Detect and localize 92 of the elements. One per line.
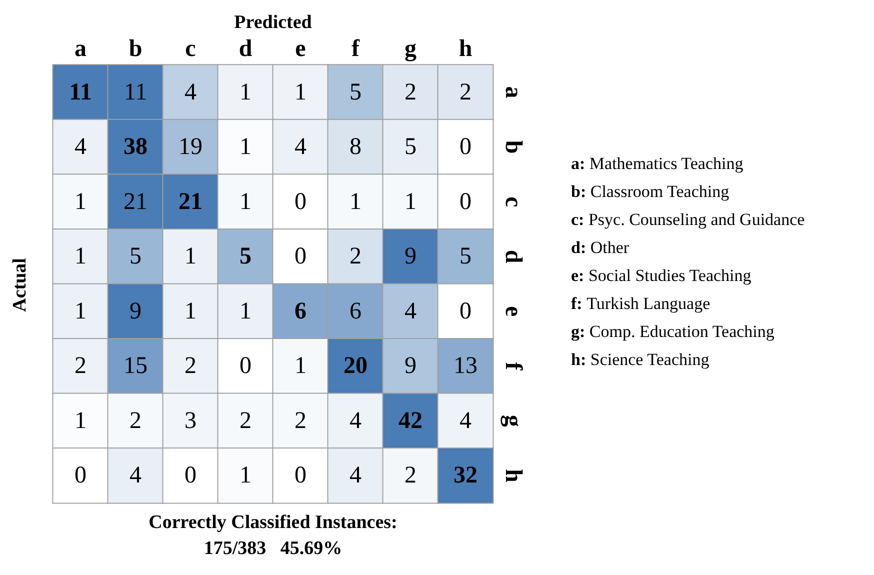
- data-label: 32: [454, 462, 478, 489]
- data-label: 15: [124, 353, 148, 380]
- x-tick-label: c: [185, 36, 196, 62]
- data-label: 4: [404, 298, 416, 324]
- data-label: 21: [124, 188, 148, 215]
- data-label: 2: [184, 353, 196, 380]
- text: 175/383 45.69%: [204, 538, 342, 559]
- data-label: 5: [404, 134, 416, 160]
- data-label: 6: [350, 298, 362, 324]
- data-label: 21: [178, 188, 202, 215]
- data-label: 1: [74, 408, 86, 434]
- data-label: 9: [130, 298, 142, 324]
- data-label: 5: [350, 79, 362, 106]
- x-tick-label: d: [238, 36, 253, 62]
- data-label: 1: [240, 298, 252, 324]
- data-label: 4: [294, 134, 306, 160]
- text: e: Social Studies Teaching: [571, 266, 752, 285]
- y-tick-label: g: [500, 414, 526, 427]
- data-label: 8: [350, 134, 362, 160]
- data-label: 2: [74, 353, 86, 380]
- text: f: Turkish Language: [571, 294, 710, 313]
- data-label: 9: [404, 353, 416, 380]
- text: Correctly Classified Instances:: [148, 512, 398, 533]
- x-tick-label: h: [458, 36, 472, 62]
- data-label: 20: [344, 353, 368, 380]
- data-label: 2: [130, 408, 142, 434]
- x-tick-label: f: [352, 36, 360, 62]
- data-label: 1: [74, 244, 86, 270]
- data-label: 5: [460, 244, 472, 270]
- data-label: 0: [294, 244, 306, 270]
- data-label: 1: [184, 298, 196, 324]
- data-label: 6: [294, 298, 306, 324]
- data-label: 0: [460, 188, 472, 215]
- text: h: Science Teaching: [571, 350, 710, 369]
- text: d: Other: [571, 238, 630, 257]
- data-label: 2: [350, 244, 362, 270]
- data-label: 19: [178, 134, 202, 160]
- data-label: 1: [240, 188, 252, 215]
- x-tick-label: a: [74, 36, 86, 62]
- data-label: 5: [130, 244, 142, 270]
- data-label: 38: [124, 134, 148, 160]
- data-label: 13: [454, 353, 478, 380]
- data-label: 0: [460, 134, 472, 160]
- data-label: 0: [184, 462, 196, 489]
- data-label: 1: [74, 188, 86, 215]
- data-label: 11: [124, 79, 148, 106]
- data-label: 2: [294, 408, 306, 434]
- data-label: 1: [184, 244, 196, 270]
- y-tick-label: f: [500, 362, 526, 372]
- x-tick-label: e: [295, 36, 306, 62]
- y-tick-label: a: [500, 86, 526, 98]
- data-label: 0: [294, 188, 306, 215]
- data-label: 0: [74, 462, 86, 489]
- data-label: 1: [404, 188, 416, 215]
- x-tick-label: g: [404, 36, 416, 62]
- data-label: 1: [240, 79, 252, 106]
- data-label: 2: [240, 408, 252, 434]
- data-label: 4: [350, 408, 362, 434]
- data-label: 0: [294, 462, 306, 489]
- x-axis-title: Predicted: [234, 12, 312, 33]
- y-tick-label: h: [500, 468, 526, 482]
- data-label: 2: [404, 462, 416, 489]
- data-label: 3: [184, 408, 196, 434]
- data-label: 1: [74, 298, 86, 324]
- data-label: 0: [240, 353, 252, 380]
- y-axis-title: Actual: [10, 258, 30, 312]
- data-label: 1: [240, 462, 252, 489]
- data-label: 1: [350, 188, 362, 215]
- y-tick-label: b: [500, 140, 526, 154]
- text: g: Comp. Education Teaching: [571, 322, 775, 341]
- data-label: 4: [74, 134, 86, 160]
- data-label: 4: [130, 462, 142, 489]
- text: c: Psyc. Counseling and Guidance: [571, 210, 805, 229]
- data-label: 1: [294, 79, 306, 106]
- data-label: 4: [460, 408, 472, 434]
- text: a: Mathematics Teaching: [571, 154, 744, 173]
- data-label: 42: [398, 408, 422, 434]
- y-tick-label: e: [500, 306, 526, 318]
- data-label: 2: [404, 79, 416, 106]
- data-label: 4: [184, 79, 196, 106]
- x-tick-label: b: [128, 36, 142, 62]
- data-label: 9: [404, 244, 416, 270]
- data-label: 4: [350, 462, 362, 489]
- text: b: Classroom Teaching: [571, 182, 730, 201]
- data-label: 0: [460, 298, 472, 324]
- data-label: 2: [460, 79, 472, 106]
- y-tick-label: c: [500, 196, 526, 208]
- data-label: 11: [69, 79, 92, 106]
- y-tick-label: d: [500, 250, 526, 264]
- data-label: 5: [240, 244, 252, 270]
- data-label: 1: [240, 134, 252, 160]
- data-label: 1: [294, 353, 306, 380]
